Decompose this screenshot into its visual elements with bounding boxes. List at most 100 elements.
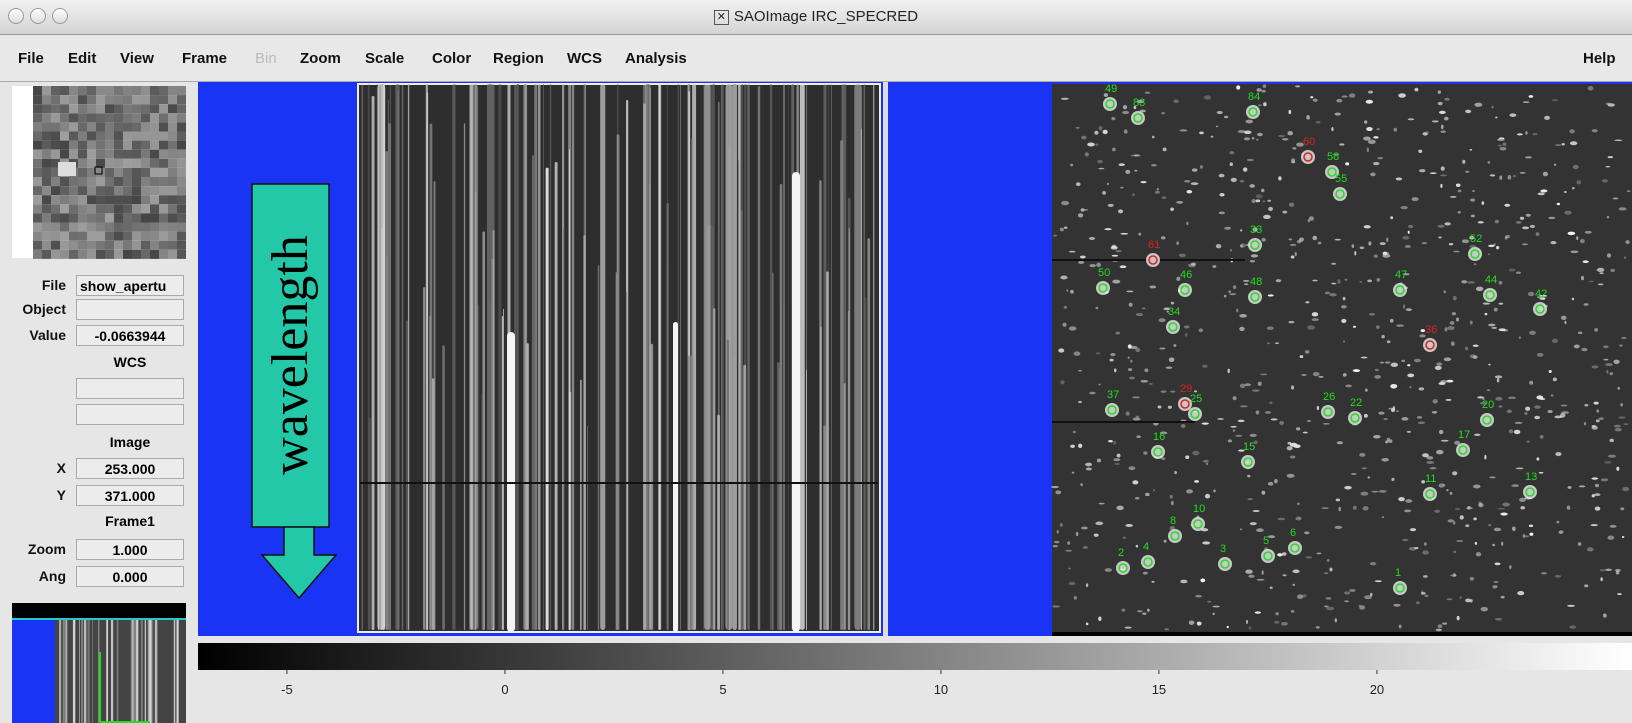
star [1257,579,1265,581]
star [1607,535,1614,539]
star [1341,319,1346,323]
star [1584,404,1588,407]
star [1240,229,1242,231]
star [1329,567,1332,571]
star [1247,498,1252,500]
magnifier-pixel [168,86,177,95]
magnifier-pixel [60,250,69,259]
magnifier-pixel [105,241,114,250]
star [1111,117,1115,121]
magnifier-pixel [96,168,105,177]
star [1415,88,1419,92]
menu-item[interactable]: Help [1583,50,1616,67]
spectrum-streak [442,345,445,630]
star [1097,459,1101,463]
star [1145,91,1151,93]
star [1176,201,1183,204]
star [1534,416,1540,420]
magnifier-pixel [177,250,186,259]
star [1500,147,1507,151]
display-area: 4983846058553361525046484744423436372925… [195,82,1632,723]
spectrum-streak [517,84,519,630]
spectrum-streak [550,84,551,630]
source-label: 15 [1243,441,1255,453]
star [1398,93,1406,98]
star [1345,279,1348,281]
menu-item[interactable]: Frame [182,50,227,67]
star [1274,479,1278,484]
spectrum-streak [727,340,729,630]
spectrum-streak [867,238,870,630]
magnifier-pixel [132,250,141,259]
star [1369,313,1375,316]
magnifier-pixel [123,195,132,204]
star [1504,204,1510,207]
source-glow [1166,320,1180,334]
star [1620,403,1623,406]
magnifier-pixel [150,132,159,141]
star [1108,440,1113,442]
star [1509,269,1516,272]
star [1359,281,1361,283]
source-glow [1333,187,1347,201]
star [1605,569,1612,571]
star [1074,596,1077,600]
magnifier-pixel [141,195,150,204]
star [1548,217,1555,219]
star [1475,542,1477,545]
star [1248,575,1254,578]
source-label: 5 [1263,535,1269,547]
star [1279,421,1284,425]
magnifier-pixel [87,232,96,241]
panner-streak [111,620,113,723]
star [1258,104,1262,106]
colorbar-tick-label: 5 [719,682,726,697]
menu-item[interactable]: Edit [68,50,96,67]
star [1291,158,1295,162]
starfield-bg[interactable] [1052,84,1632,632]
magnifier-pixel [42,177,51,186]
magnifier-pixel [33,223,42,232]
menu-item[interactable]: View [120,50,154,67]
star [1430,467,1437,469]
star [1252,199,1256,203]
star [1430,172,1437,174]
star [1360,247,1365,250]
spectrum-streak [453,84,456,630]
source-glow [1188,407,1202,421]
spectrum-streak [658,84,660,630]
star [1524,412,1527,415]
star [1269,402,1272,405]
magnifier-pixel [42,86,51,95]
menu-item[interactable]: Zoom [300,50,341,67]
magnifier-pixel [51,204,60,213]
star [1078,444,1082,448]
menu-item[interactable]: WCS [567,50,602,67]
magnifier-pixel [69,132,78,141]
source-label: 13 [1525,471,1537,483]
menu-item[interactable]: Color [432,50,471,67]
magnifier-pixel [42,168,51,177]
source-label: 11 [1425,473,1436,485]
magnifier-pixel [96,141,105,150]
colorbar[interactable] [198,643,1632,670]
star [1359,453,1365,457]
menu-item[interactable]: File [18,50,44,67]
source-label: 4 [1143,541,1149,553]
star [1424,542,1427,546]
magnifier-pixel [69,232,78,241]
menu-item[interactable]: Region [493,50,544,67]
spectral-image[interactable] [358,84,880,632]
star [1265,411,1271,414]
star [1345,162,1349,165]
menu-item[interactable]: Analysis [625,50,687,67]
star [1374,375,1381,379]
star [1282,211,1287,214]
star [1396,177,1402,180]
star [1362,467,1367,469]
menu-item[interactable]: Bin [255,50,277,67]
star [1123,537,1126,539]
menu-item[interactable]: Scale [365,50,404,67]
spectrum-streak [743,365,746,630]
